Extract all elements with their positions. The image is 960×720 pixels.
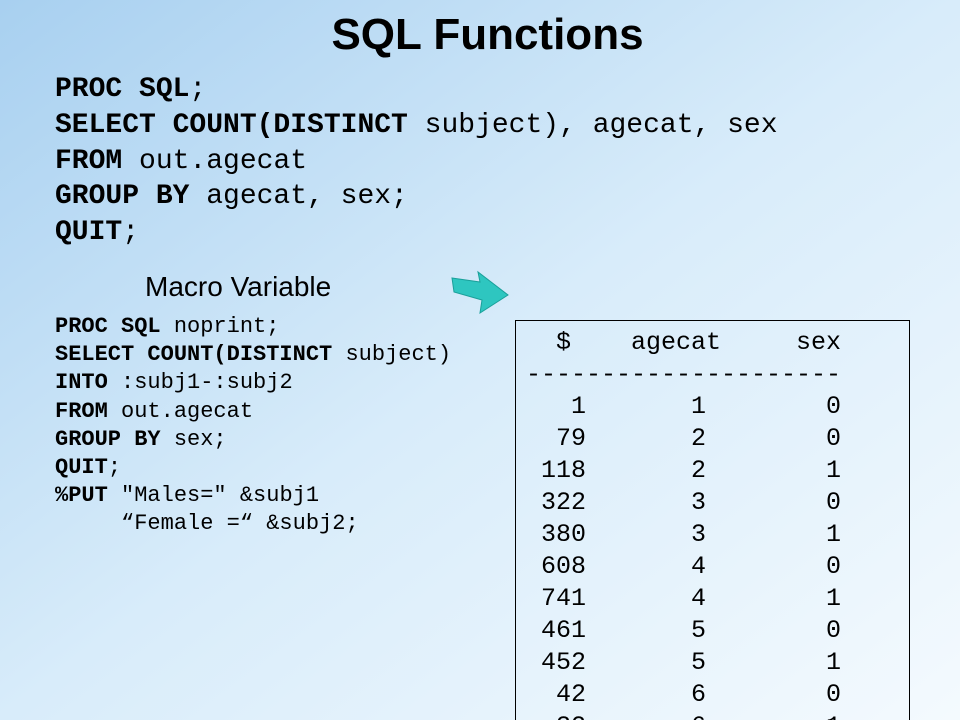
code-text: sex; <box>161 427 227 452</box>
code-text: "Males=" &subj1 <box>108 483 319 508</box>
code-text: ; <box>122 217 139 248</box>
output-row: 42 6 0 <box>526 680 841 709</box>
code-text: ; <box>108 455 121 480</box>
code-text: subject), agecat, sex <box>408 110 778 141</box>
output-row: 741 4 1 <box>526 584 841 613</box>
kw-select: SELECT COUNT(DISTINCT <box>55 110 408 141</box>
kw-proc-sql: PROC SQL <box>55 74 189 105</box>
output-row: 79 2 0 <box>526 424 841 453</box>
output-row: 608 4 0 <box>526 552 841 581</box>
slide-title: SQL Functions <box>55 10 920 60</box>
code-text: subject) <box>332 342 451 367</box>
arrow-icon <box>450 270 510 315</box>
code-text: agecat, sex; <box>189 181 407 212</box>
kw-quit: QUIT <box>55 217 122 248</box>
output-row: 32 6 1 <box>526 712 841 720</box>
output-row: 452 5 1 <box>526 648 841 677</box>
code-text: ; <box>189 74 206 105</box>
kw-from: FROM <box>55 146 122 177</box>
output-row: 322 3 0 <box>526 488 841 517</box>
output-table: $ agecat sex --------------------- 1 1 0… <box>515 320 910 720</box>
code-text: :subj1-:subj2 <box>108 370 293 395</box>
output-divider: --------------------- <box>526 360 841 389</box>
kw-into: INTO <box>55 370 108 395</box>
kw-group-by: GROUP BY <box>55 181 189 212</box>
kw-put: %PUT <box>55 483 108 508</box>
main-code-block: PROC SQL; SELECT COUNT(DISTINCT subject)… <box>55 72 920 251</box>
arrow-polygon <box>452 272 508 313</box>
code-text: out.agecat <box>108 399 253 424</box>
slide: SQL Functions PROC SQL; SELECT COUNT(DIS… <box>0 0 960 720</box>
code-text: “Female =“ &subj2; <box>55 511 359 536</box>
output-row: 1 1 0 <box>526 392 841 421</box>
output-row: 461 5 0 <box>526 616 841 645</box>
output-row: 380 3 1 <box>526 520 841 549</box>
kw-group-by2: GROUP BY <box>55 427 161 452</box>
kw-quit2: QUIT <box>55 455 108 480</box>
code-text: out.agecat <box>122 146 307 177</box>
kw-from2: FROM <box>55 399 108 424</box>
kw-proc-sql2: PROC SQL <box>55 314 161 339</box>
macro-variable-label: Macro Variable <box>145 271 920 303</box>
kw-select2: SELECT COUNT(DISTINCT <box>55 342 332 367</box>
output-header: $ agecat sex <box>526 328 841 357</box>
code-text: noprint; <box>161 314 280 339</box>
output-row: 118 2 1 <box>526 456 841 485</box>
